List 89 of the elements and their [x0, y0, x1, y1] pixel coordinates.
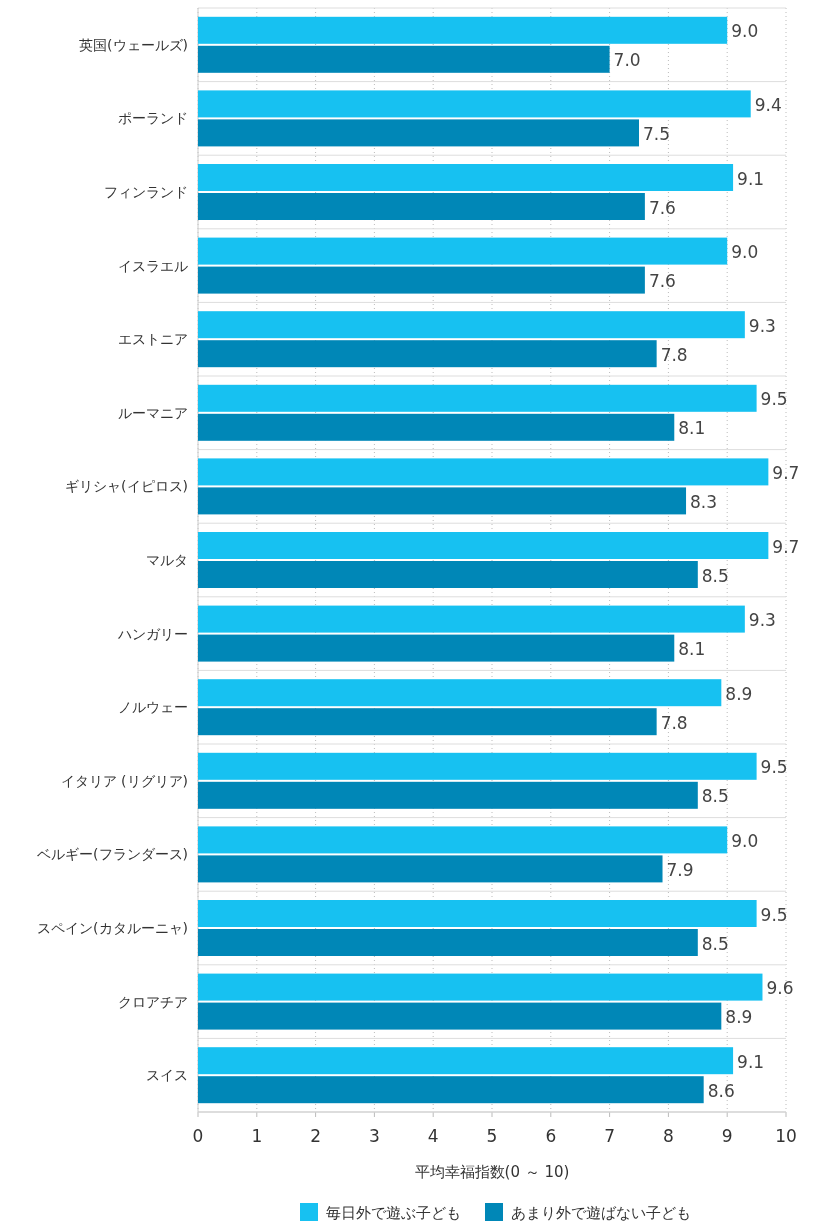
y-tick-label: ベルギー(フランダース) [37, 846, 188, 863]
bar [198, 900, 757, 927]
x-axis-title: 平均幸福指数(0 ～ 10) [414, 1163, 570, 1181]
y-tick-label: ルーマニア [118, 404, 188, 421]
x-tick-label: 1 [251, 1126, 263, 1146]
x-tick-label: 7 [604, 1126, 616, 1146]
y-tick-label: イタリア (リグリア) [60, 772, 188, 789]
y-tick-label: ポーランド [118, 110, 188, 127]
data-label: 7.8 [660, 344, 688, 365]
data-label: 8.6 [707, 1080, 735, 1101]
data-label: 8.9 [725, 683, 753, 704]
x-tick-label: 3 [368, 1126, 380, 1146]
data-label: 7.9 [666, 859, 694, 880]
bar [198, 164, 734, 191]
bar [198, 266, 645, 294]
bar [198, 826, 728, 854]
legend-label: 毎日外で遊ぶ子ども [326, 1204, 461, 1222]
y-tick-label: ハンガリー [117, 625, 188, 642]
y-tick-label: ノルウェー [118, 699, 188, 716]
y-tick-label: マルタ [146, 552, 188, 568]
data-label: 9.0 [731, 21, 759, 42]
y-tick-label: イスラエル [118, 257, 188, 274]
bar [198, 708, 657, 736]
y-tick-label: スイス [146, 1067, 188, 1084]
bar [198, 487, 687, 515]
x-tick-label: 0 [192, 1126, 204, 1146]
bar [198, 679, 722, 707]
x-tick-label: 8 [662, 1126, 674, 1146]
bar [198, 752, 757, 780]
x-tick-label: 6 [545, 1126, 557, 1146]
y-tick-label: フィンランド [104, 184, 188, 200]
y-tick-label: 英国(ウェールズ) [79, 36, 188, 53]
bar [198, 193, 645, 220]
bar [198, 855, 663, 883]
data-label: 9.5 [760, 389, 788, 410]
bar [198, 45, 610, 73]
data-label: 7.8 [660, 712, 688, 733]
bar [198, 532, 769, 559]
data-label: 8.1 [678, 418, 706, 439]
bar [198, 90, 751, 118]
x-tick-label: 9 [721, 1126, 733, 1146]
bar [198, 605, 745, 633]
data-label: 9.7 [772, 536, 800, 557]
data-label: 8.9 [725, 1007, 753, 1028]
data-label: 7.0 [613, 50, 641, 71]
data-label: 9.3 [748, 315, 776, 336]
bar [198, 16, 728, 44]
legend-label: あまり外で遊ばない子ども [511, 1204, 691, 1222]
bar [198, 1002, 722, 1030]
x-tick-label: 4 [427, 1126, 439, 1146]
data-label: 7.6 [648, 271, 676, 292]
data-label: 9.4 [754, 94, 782, 115]
y-tick-label: エストニア [118, 331, 188, 348]
data-label: 9.3 [748, 610, 776, 631]
bar [198, 561, 698, 588]
data-label: 9.0 [731, 830, 759, 851]
bar [198, 973, 763, 1001]
bar [198, 384, 757, 412]
bar [198, 340, 657, 368]
data-label: 8.5 [701, 933, 729, 954]
data-label: 9.1 [737, 1051, 765, 1072]
data-label: 9.6 [766, 978, 794, 999]
y-tick-label: クロアチア [118, 993, 188, 1010]
data-label: 9.0 [731, 242, 759, 263]
y-tick-label: ギリシャ(イピロス) [65, 478, 188, 495]
data-label: 9.5 [760, 757, 788, 778]
x-tick-label: 10 [775, 1126, 797, 1146]
data-label: 9.7 [772, 462, 800, 483]
y-tick-label: スペイン(カタルーニャ) [37, 920, 188, 936]
data-label: 7.5 [643, 123, 671, 144]
data-label: 8.1 [678, 639, 706, 660]
bar [198, 1047, 734, 1075]
data-label: 8.5 [701, 565, 729, 586]
data-label: 7.6 [648, 197, 676, 218]
bar [198, 929, 698, 956]
bar [198, 237, 728, 265]
bar [198, 311, 745, 339]
x-tick-label: 5 [486, 1126, 498, 1146]
bar [198, 413, 675, 441]
x-tick-label: 2 [310, 1126, 322, 1146]
bar [198, 119, 639, 147]
data-label: 8.3 [690, 491, 718, 512]
data-label: 9.1 [737, 168, 765, 189]
data-label: 9.5 [760, 904, 788, 925]
data-label: 8.5 [701, 786, 729, 807]
bar [198, 634, 675, 662]
bar [198, 458, 769, 486]
bar [198, 781, 698, 809]
bar [198, 1076, 704, 1104]
